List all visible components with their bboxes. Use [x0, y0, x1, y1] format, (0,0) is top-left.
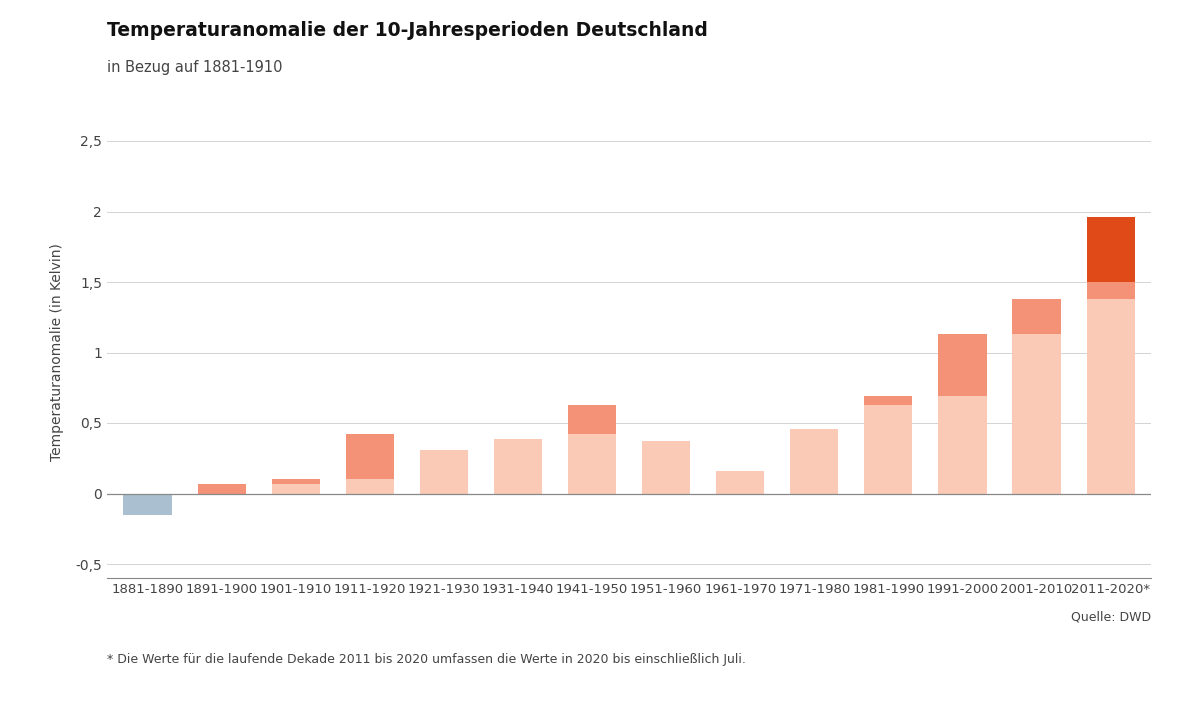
Bar — [1086, 217, 1135, 282]
Bar — [1013, 299, 1061, 334]
Bar — [345, 434, 394, 479]
Bar — [716, 471, 764, 494]
Text: Temperaturanomalie der 10-Jahresperioden Deutschland: Temperaturanomalie der 10-Jahresperioden… — [107, 21, 707, 40]
Bar — [864, 396, 913, 405]
Bar — [272, 484, 319, 494]
Bar — [1013, 334, 1061, 493]
Bar — [939, 396, 986, 494]
Bar — [791, 429, 838, 494]
Bar — [197, 484, 246, 494]
Bar — [1086, 282, 1135, 299]
Bar — [642, 441, 690, 493]
Text: * Die Werte für die laufende Dekade 2011 bis 2020 umfassen die Werte in 2020 bis: * Die Werte für die laufende Dekade 2011… — [107, 654, 745, 666]
Bar — [123, 493, 172, 515]
Bar — [272, 479, 319, 484]
Bar — [1086, 299, 1135, 494]
Bar — [939, 334, 986, 396]
Bar — [864, 405, 913, 493]
Bar — [345, 479, 394, 493]
Y-axis label: Temperaturanomalie (in Kelvin): Temperaturanomalie (in Kelvin) — [50, 243, 64, 462]
Bar — [420, 450, 468, 494]
Text: in Bezug auf 1881-1910: in Bezug auf 1881-1910 — [107, 60, 283, 75]
Text: Quelle: DWD: Quelle: DWD — [1071, 611, 1151, 624]
Bar — [569, 434, 616, 493]
Bar — [569, 405, 616, 434]
Bar — [494, 439, 542, 493]
